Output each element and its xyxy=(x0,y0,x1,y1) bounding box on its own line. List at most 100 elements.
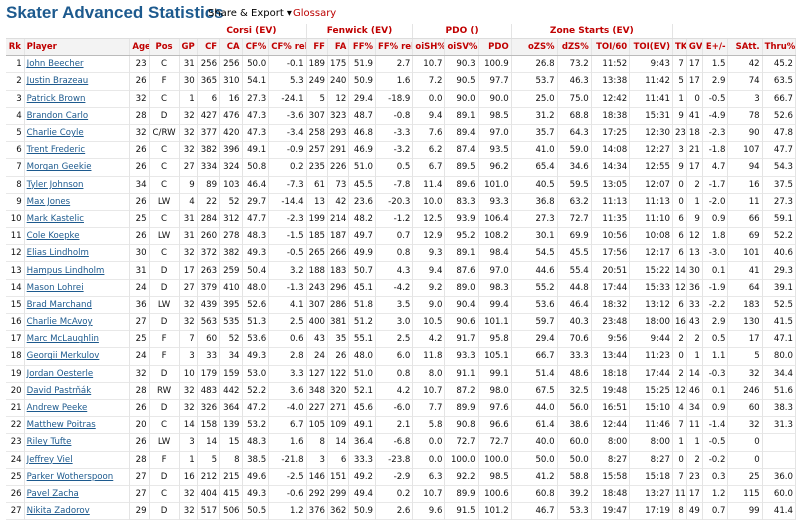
column-header[interactable]: Rk xyxy=(6,37,25,57)
table-cell: 90.0 xyxy=(478,90,512,108)
column-header[interactable]: E+/- xyxy=(702,37,729,57)
table-cell: LW xyxy=(149,433,180,451)
table-cell: 1 xyxy=(672,90,687,108)
column-header[interactable]: GP xyxy=(179,37,198,57)
column-header[interactable]: FF% xyxy=(348,37,377,57)
player-link[interactable]: Trent Frederic xyxy=(26,145,86,156)
player-link[interactable]: Georgii Merkulov xyxy=(26,351,100,362)
column-header[interactable]: GV xyxy=(686,37,703,57)
column-header[interactable]: TK xyxy=(672,37,687,57)
player-link[interactable]: Jeffrey Viel xyxy=(26,454,73,465)
column-header[interactable]: oiSH% xyxy=(412,37,446,57)
table-cell: 40.0 xyxy=(511,433,558,451)
table-cell: 0.0 xyxy=(412,90,446,108)
table-cell: 14 xyxy=(327,433,350,451)
table-cell: 16 xyxy=(672,313,687,331)
player-link[interactable]: Marc McLaughlin xyxy=(26,334,99,345)
column-header[interactable]: CF% xyxy=(242,37,270,57)
player-link[interactable]: Max Jones xyxy=(26,196,71,207)
table-cell: 53.3 xyxy=(557,502,592,520)
player-link[interactable]: Mark Kastelic xyxy=(26,213,84,224)
player-link[interactable]: Andrew Peeke xyxy=(26,403,88,414)
share-export-menu[interactable]: Share & Export ▾ xyxy=(208,8,292,19)
table-cell: 27.3 xyxy=(242,90,270,108)
player-link[interactable]: Hampus Lindholm xyxy=(26,265,105,276)
table-cell: 45.5 xyxy=(348,176,377,194)
table-cell: 25 xyxy=(129,330,150,348)
player-link[interactable]: Charlie Coyle xyxy=(26,128,84,139)
table-cell: -18.9 xyxy=(375,90,414,108)
table-cell: 310 xyxy=(219,72,243,91)
table-cell: 38.3 xyxy=(762,399,797,417)
column-header[interactable]: oZS% xyxy=(511,37,558,57)
table-cell: 42 xyxy=(727,55,763,73)
column-header[interactable]: Player xyxy=(24,37,131,57)
player-link[interactable]: David Pastrňák xyxy=(26,385,92,396)
player-link[interactable]: Pavel Zacha xyxy=(26,488,79,499)
player-link[interactable]: Nikita Zadorov xyxy=(26,506,90,517)
table-cell: 0.1 xyxy=(702,261,729,280)
table-cell: 13:44 xyxy=(591,347,631,366)
table-cell: 31 xyxy=(179,55,198,73)
table-cell: 296 xyxy=(327,279,350,297)
table-cell: 24 xyxy=(129,279,150,297)
table-cell: C xyxy=(149,55,180,73)
table-cell: 29.4 xyxy=(348,90,377,108)
table-cell: 90.5 xyxy=(444,72,479,91)
column-header[interactable]: Thru% xyxy=(762,37,797,57)
column-header[interactable]: CF xyxy=(197,37,221,57)
column-header[interactable]: PDO xyxy=(478,37,512,57)
column-header[interactable]: FA xyxy=(327,37,350,57)
column-header[interactable]: dZS% xyxy=(557,37,592,57)
column-header[interactable]: SAtt. xyxy=(727,37,763,57)
player-link[interactable]: Justin Brazeau xyxy=(26,76,89,87)
table-cell: 323 xyxy=(327,107,350,125)
table-cell: 13:05 xyxy=(591,176,631,194)
player-link[interactable]: Riley Tufte xyxy=(26,437,72,448)
table-cell: 91.7 xyxy=(444,330,479,348)
player-link[interactable]: Brad Marchand xyxy=(26,299,92,310)
table-cell: 96.2 xyxy=(478,158,512,176)
column-header[interactable]: CA xyxy=(219,37,243,57)
table-cell: 99.4 xyxy=(478,296,512,314)
player-link[interactable]: Mason Lohrei xyxy=(26,282,84,293)
column-header[interactable]: FF xyxy=(306,37,328,57)
table-cell: 12:44 xyxy=(591,416,631,434)
column-header[interactable]: Pos xyxy=(149,37,180,57)
table-cell: 0 xyxy=(672,193,687,211)
column-header[interactable]: FF% rel xyxy=(375,37,414,57)
player-link[interactable]: Brandon Carlo xyxy=(26,110,89,121)
table-cell: 307 xyxy=(306,296,328,314)
table-cell: 256 xyxy=(197,55,221,73)
column-header[interactable]: Age xyxy=(129,37,150,57)
table-cell: 41.0 xyxy=(511,141,558,159)
player-link[interactable]: Jordan Oesterle xyxy=(26,368,94,379)
column-header[interactable]: TOI/60 xyxy=(591,37,631,57)
table-cell: 50.9 xyxy=(348,72,377,91)
player-link[interactable]: Patrick Brown xyxy=(26,93,86,104)
column-header[interactable]: CF% rel xyxy=(268,37,307,57)
table-cell: 93.5 xyxy=(478,141,512,159)
player-link[interactable]: John Beecher xyxy=(26,59,84,70)
player-link[interactable]: Elias Lindholm xyxy=(26,248,89,259)
column-header[interactable]: TOI(EV) xyxy=(629,37,673,57)
player-link[interactable]: Cole Koepke xyxy=(26,231,80,242)
table-cell: 75.0 xyxy=(557,90,592,108)
table-cell: 40.3 xyxy=(557,313,592,331)
table-cell: 5.8 xyxy=(412,416,446,434)
table-cell: 183 xyxy=(327,261,350,280)
player-link[interactable]: Parker Wotherspoon xyxy=(26,471,114,482)
table-cell: 0 xyxy=(672,451,687,469)
player-link[interactable]: Tyler Johnson xyxy=(26,179,84,190)
column-header[interactable]: oiSV% xyxy=(444,37,479,57)
table-row: 11 Cole Koepke 26 LW 31 260 278 48.3 -1.5 185 187 4… xyxy=(6,227,797,245)
player-link[interactable]: Matthew Poitras xyxy=(26,420,96,431)
player-link[interactable]: Charlie McAvoy xyxy=(26,317,93,328)
player-link[interactable]: Morgan Geekie xyxy=(26,162,92,173)
table-cell: C xyxy=(149,90,180,108)
table-cell: 12 xyxy=(672,279,687,297)
table-cell: 103 xyxy=(219,176,243,194)
table-cell: -3.0 xyxy=(702,244,729,262)
table-cell: 9 xyxy=(672,107,687,125)
glossary-link[interactable]: Glossary xyxy=(293,8,337,19)
